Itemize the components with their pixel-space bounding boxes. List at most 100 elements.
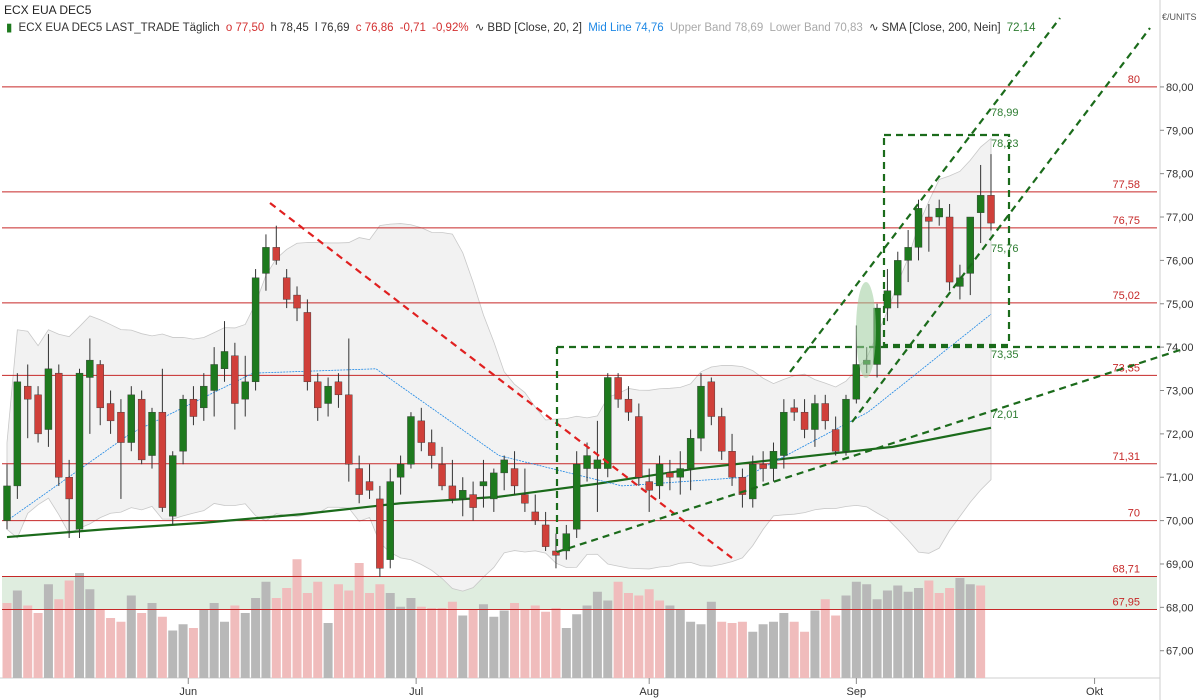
candle-body xyxy=(386,481,394,560)
volume-bar xyxy=(706,601,716,678)
candle-body xyxy=(821,403,829,422)
volume-bar xyxy=(810,610,820,678)
volume-bar xyxy=(623,593,633,678)
bollinger-mid-line xyxy=(6,313,992,521)
y-tick-label: 80,00 xyxy=(1166,82,1194,94)
candle-body xyxy=(769,451,778,469)
y-tick-label: 78,00 xyxy=(1166,169,1194,181)
candle-body xyxy=(956,277,964,287)
candle-body xyxy=(303,312,312,383)
candle-body xyxy=(738,477,747,495)
volume-bar xyxy=(675,609,685,678)
candle-body xyxy=(728,451,736,478)
support-zone xyxy=(2,576,1157,610)
volume-bar xyxy=(416,606,426,678)
volume-bar xyxy=(333,584,343,678)
price-annotation: 75,76 xyxy=(991,243,1019,255)
volume-bar xyxy=(251,598,261,678)
level-label: 73,35 xyxy=(1112,362,1140,374)
candle-body xyxy=(65,477,73,500)
volume-bar xyxy=(779,613,789,678)
volume-bar xyxy=(893,585,903,678)
volume-bar xyxy=(976,585,986,678)
x-tick-label: Okt xyxy=(1086,686,1103,698)
candle-body xyxy=(13,381,22,487)
volume-bar xyxy=(43,584,53,678)
candle-body xyxy=(438,464,446,487)
change-abs: -0,71 xyxy=(399,22,426,34)
candle-body xyxy=(272,247,281,261)
candle-body xyxy=(686,438,695,469)
candle-body xyxy=(417,420,426,443)
volume-bar xyxy=(147,603,157,678)
x-tick-label: Sep xyxy=(847,686,867,698)
candle-body xyxy=(749,464,757,500)
candle-body xyxy=(541,524,550,547)
chart-title: ECX EUA DEC5 xyxy=(4,3,92,17)
volume-bar xyxy=(965,584,975,678)
volume-bar xyxy=(302,593,312,678)
volume-bar xyxy=(603,600,613,678)
candle-body xyxy=(925,216,933,222)
candle-body xyxy=(935,208,943,218)
volume-bar xyxy=(157,616,167,678)
volume-bar xyxy=(313,581,323,678)
volume-bar xyxy=(717,621,727,678)
candle-body xyxy=(34,394,42,435)
volume-bar xyxy=(282,588,292,678)
volume-bar xyxy=(106,618,116,678)
volume-bar xyxy=(385,593,395,678)
candle-body xyxy=(86,359,94,378)
volume-bar xyxy=(924,580,934,678)
candle-body xyxy=(345,394,353,465)
candle-body xyxy=(459,490,467,500)
volume-bar xyxy=(33,613,43,678)
candle-body xyxy=(800,411,809,430)
price-annotation: 73,35 xyxy=(991,349,1019,361)
volume-bar xyxy=(520,609,530,678)
volume-bar xyxy=(551,608,561,678)
level-label: 80 xyxy=(1128,74,1140,86)
volume-bar xyxy=(354,563,364,678)
candle-body xyxy=(510,468,519,487)
price-annotation: 78,23 xyxy=(991,138,1019,150)
volume-bar xyxy=(882,590,892,678)
volume-bar xyxy=(344,590,354,678)
mid-line-value: Mid Line 74,76 xyxy=(588,22,664,34)
uptrend-line-long xyxy=(556,348,1181,554)
x-tick-label: Aug xyxy=(639,686,659,698)
volume-bar xyxy=(137,613,147,678)
volume-bar xyxy=(427,608,437,678)
candle-body xyxy=(324,385,332,404)
volume-bar xyxy=(478,604,488,678)
candle-body xyxy=(593,459,602,469)
candle-body xyxy=(572,464,581,530)
x-tick-label: Jun xyxy=(179,686,197,698)
volume-bar xyxy=(758,624,768,678)
volume-bar xyxy=(903,591,913,678)
volume-bar xyxy=(592,591,602,678)
candle-body xyxy=(562,533,571,552)
volume-bar xyxy=(188,628,198,678)
price-annotation: 78,99 xyxy=(991,107,1019,119)
candle-body xyxy=(24,385,32,400)
candle-body xyxy=(759,464,767,469)
candle-body xyxy=(469,494,477,508)
volume-bar xyxy=(64,580,74,678)
volume-bar xyxy=(85,589,95,678)
volume-bar xyxy=(789,621,799,678)
breakout-box xyxy=(882,133,1011,347)
volume-bar xyxy=(851,581,861,678)
volume-bar xyxy=(95,609,105,678)
high-value: h 78,45 xyxy=(270,22,309,34)
candle-body xyxy=(210,364,218,391)
candle-body xyxy=(852,364,861,400)
candle-body xyxy=(376,498,384,569)
candle-body xyxy=(334,381,343,396)
sma-200-line xyxy=(6,426,992,539)
volume-bar xyxy=(261,581,271,678)
candle-body xyxy=(479,481,488,487)
downtrend-line xyxy=(269,202,733,559)
